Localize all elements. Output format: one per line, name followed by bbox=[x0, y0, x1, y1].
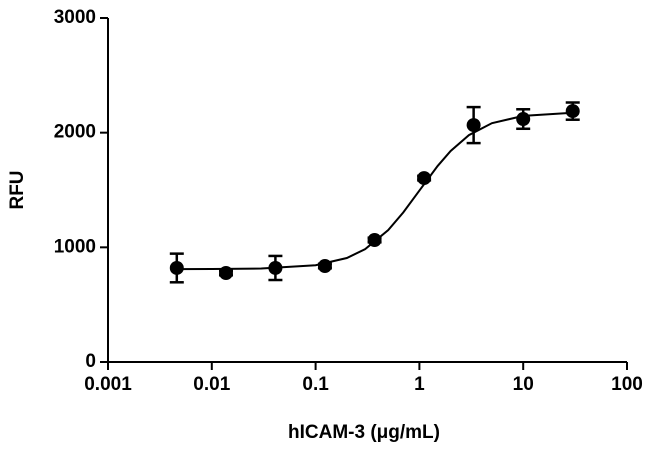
x-tick-label: 10 bbox=[513, 374, 534, 395]
data-point bbox=[218, 266, 233, 281]
y-tick-label: 2000 bbox=[54, 122, 96, 143]
data-point bbox=[565, 104, 580, 119]
data-point bbox=[317, 259, 332, 274]
data-point bbox=[417, 171, 432, 186]
x-tick-label: 1 bbox=[414, 374, 425, 395]
data-point bbox=[466, 118, 481, 133]
y-axis-label: RFU bbox=[7, 170, 28, 209]
y-tick-label: 0 bbox=[85, 351, 96, 372]
data-point bbox=[516, 112, 531, 127]
x-tick-label: 0.01 bbox=[193, 374, 230, 395]
x-tick-label: 0.001 bbox=[84, 374, 132, 395]
data-point bbox=[169, 260, 184, 275]
x-tick-label: 100 bbox=[611, 374, 643, 395]
data-point bbox=[367, 232, 382, 247]
y-tick-label: 3000 bbox=[54, 7, 96, 28]
y-tick-label: 1000 bbox=[54, 236, 96, 257]
x-axis-label: hICAM-3 (μg/mL) bbox=[288, 422, 440, 443]
x-tick-label: 0.1 bbox=[302, 374, 329, 395]
data-point bbox=[268, 260, 283, 275]
